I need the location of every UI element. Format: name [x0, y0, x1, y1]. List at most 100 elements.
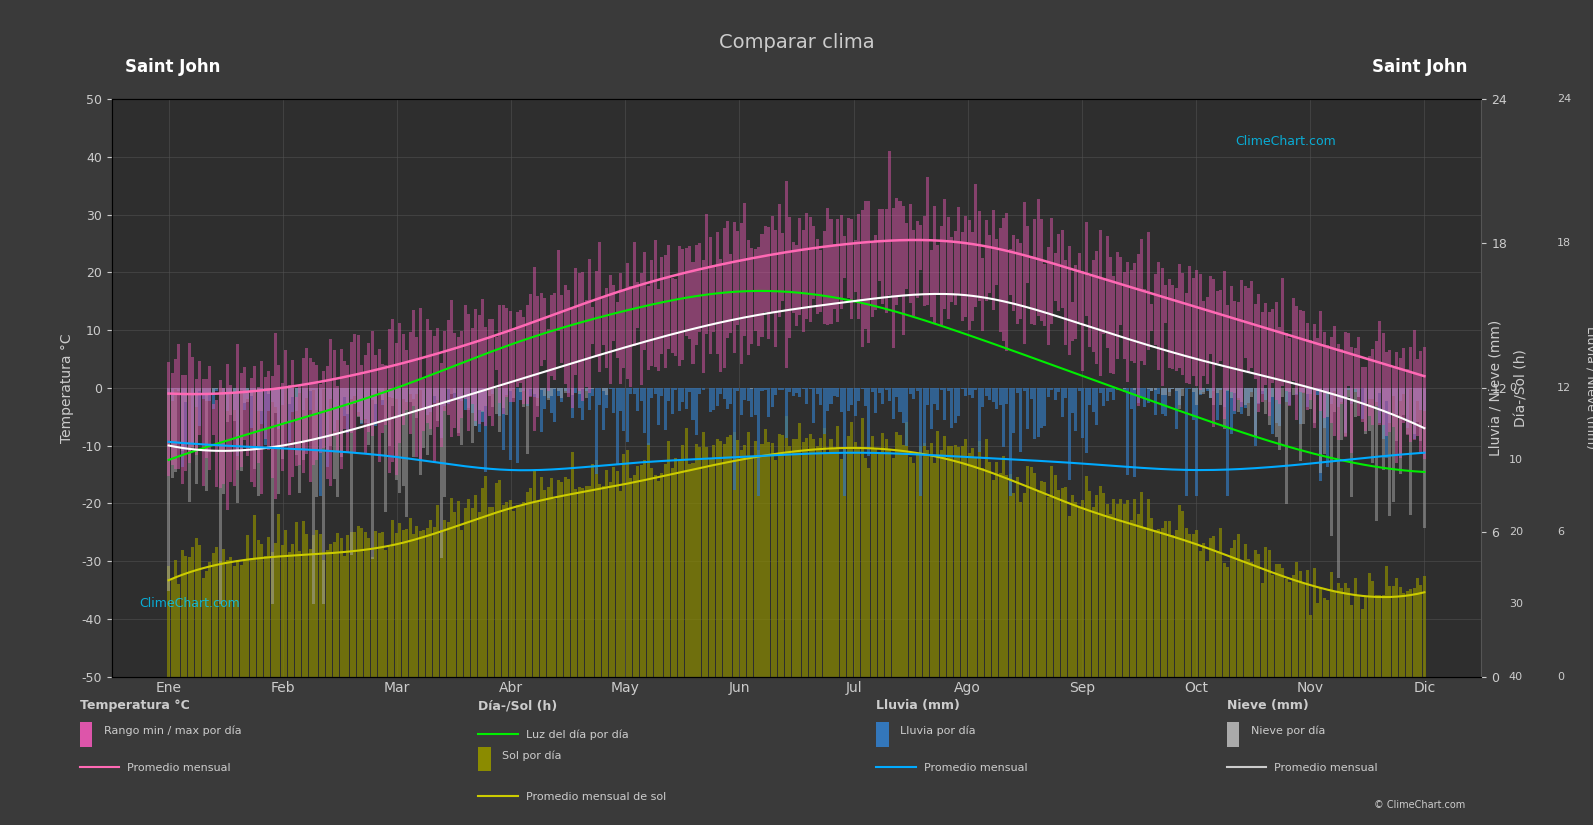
Bar	[523, 388, 526, 407]
Bar	[561, 388, 564, 402]
Bar	[342, 388, 346, 417]
Bar	[1271, 575, 1274, 676]
Bar	[1360, 367, 1364, 422]
Bar	[1233, 300, 1236, 411]
Bar	[277, 388, 280, 494]
Bar	[457, 337, 460, 436]
Bar	[798, 218, 801, 315]
Bar	[342, 388, 346, 397]
Bar	[460, 331, 464, 418]
Bar	[1164, 521, 1168, 676]
Bar	[1343, 388, 1346, 432]
Bar	[360, 365, 363, 420]
Bar	[615, 471, 618, 676]
Bar	[419, 388, 422, 389]
Bar	[922, 388, 926, 446]
Bar	[1381, 388, 1384, 470]
Bar	[354, 532, 357, 676]
Bar	[816, 446, 819, 676]
Bar	[1423, 347, 1426, 459]
Bar	[1372, 349, 1375, 425]
Bar	[795, 245, 798, 326]
Bar	[1372, 388, 1375, 463]
Bar	[827, 388, 828, 411]
Bar	[368, 388, 370, 446]
Bar	[1219, 388, 1222, 405]
Bar	[202, 578, 204, 676]
Bar	[280, 545, 284, 676]
Bar	[981, 468, 984, 676]
Bar	[1419, 586, 1423, 676]
Bar	[298, 388, 301, 393]
Bar	[878, 454, 881, 676]
Bar	[280, 388, 284, 459]
Bar	[1381, 388, 1384, 439]
Bar	[1392, 388, 1395, 502]
Bar	[371, 388, 374, 559]
Bar	[943, 199, 946, 309]
Bar	[933, 205, 937, 324]
Bar	[395, 388, 398, 479]
Bar	[671, 278, 674, 353]
Bar	[599, 483, 601, 676]
Bar	[1157, 529, 1160, 676]
Bar	[253, 515, 256, 676]
Bar	[182, 388, 183, 467]
Bar	[1233, 388, 1236, 393]
Bar	[833, 243, 836, 309]
Bar	[1215, 388, 1219, 393]
Bar	[819, 388, 822, 405]
Bar	[443, 388, 446, 497]
Bar	[647, 388, 650, 445]
Bar	[1340, 588, 1343, 676]
Bar	[333, 388, 336, 479]
Bar	[499, 480, 502, 676]
Bar	[1413, 388, 1416, 434]
Bar	[454, 388, 457, 393]
Bar	[933, 463, 937, 676]
Bar	[350, 388, 354, 399]
Bar	[706, 214, 709, 334]
Bar	[215, 400, 218, 488]
Bar	[1195, 388, 1198, 405]
Bar	[1254, 388, 1257, 436]
Bar	[902, 445, 905, 676]
Bar	[916, 454, 919, 676]
Bar	[491, 388, 494, 408]
Bar	[629, 478, 632, 676]
Bar	[440, 530, 443, 676]
Bar	[750, 248, 753, 344]
Bar	[301, 358, 304, 473]
Bar	[881, 388, 884, 404]
Bar	[1209, 538, 1212, 676]
Bar	[564, 478, 567, 676]
Bar	[244, 388, 245, 403]
Bar	[264, 377, 266, 439]
Bar	[1147, 388, 1150, 389]
Bar	[703, 260, 704, 374]
Bar	[1061, 488, 1064, 676]
Bar	[1215, 291, 1219, 363]
Bar	[1188, 534, 1192, 676]
Bar	[398, 523, 401, 676]
Bar	[292, 388, 295, 412]
Bar	[205, 388, 209, 402]
Bar	[695, 444, 698, 676]
Bar	[1372, 388, 1375, 399]
Bar	[470, 507, 473, 676]
Bar	[319, 388, 322, 496]
Bar	[1301, 311, 1305, 393]
Bar	[878, 210, 881, 281]
Bar	[661, 388, 663, 396]
Bar	[312, 535, 315, 676]
Bar	[1219, 388, 1222, 389]
Bar	[1405, 592, 1408, 676]
Bar	[1040, 481, 1043, 676]
Bar	[777, 205, 781, 317]
Bar	[674, 279, 677, 356]
Bar	[585, 300, 588, 387]
Bar	[1351, 388, 1354, 497]
Bar	[781, 388, 784, 389]
Bar	[285, 388, 287, 422]
Bar	[878, 388, 881, 393]
